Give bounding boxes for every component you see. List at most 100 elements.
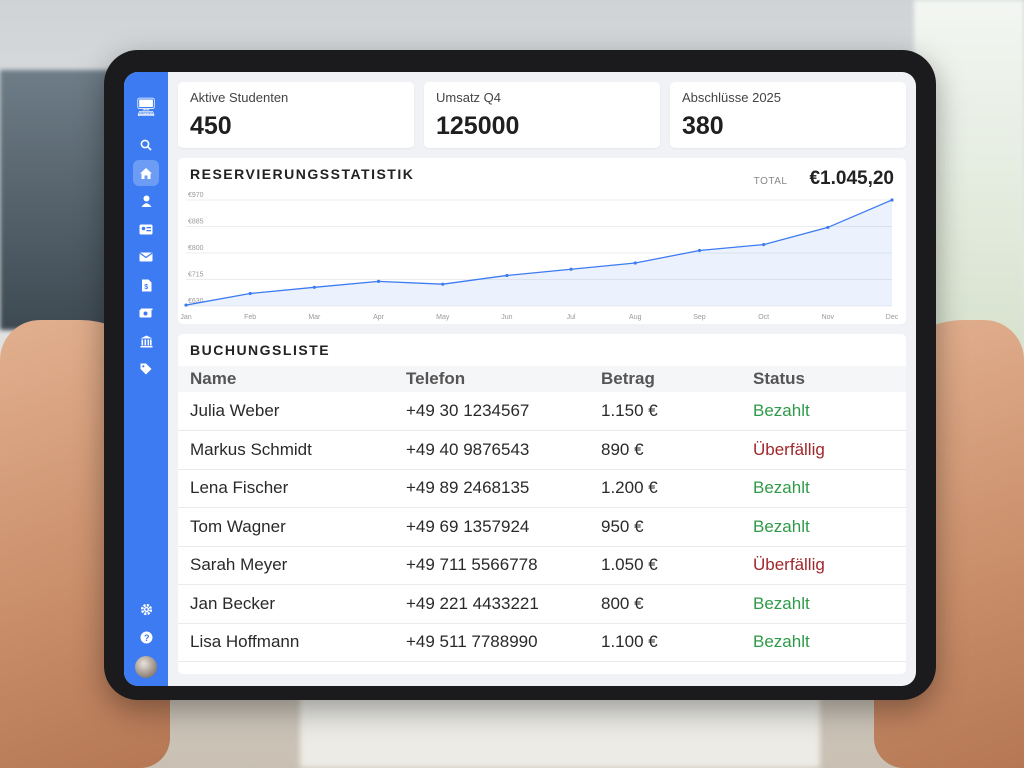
- data-point: [826, 225, 830, 230]
- header-amount[interactable]: Betrag: [589, 366, 741, 392]
- mail-icon[interactable]: [133, 244, 159, 270]
- cell-name: Julia Weber: [178, 392, 394, 431]
- table-row[interactable]: Jan Becker +49 221 4433221 800 € Bezahlt: [178, 584, 906, 624]
- cell-phone: +49 40 9876543: [394, 430, 589, 470]
- data-point: [633, 261, 637, 265]
- stat-card-students: Aktive Studenten 450: [178, 82, 414, 148]
- bank-icon[interactable]: [133, 328, 159, 354]
- stat-card-revenue: Umsatz Q4 125000: [424, 82, 660, 148]
- cell-name: Tom Wagner: [178, 507, 394, 547]
- x-tick-label: Mar: [308, 314, 321, 321]
- id-card-icon[interactable]: [133, 216, 159, 242]
- table-row[interactable]: Lena Fischer +49 89 2468135 1.200 € Bezahlt: [178, 469, 906, 508]
- header-status[interactable]: Status: [741, 366, 906, 392]
- home-icon[interactable]: [133, 160, 159, 186]
- avatar[interactable]: [135, 656, 157, 678]
- cell-amount: 950 €: [589, 507, 741, 547]
- booking-list-title: BUCHUNGSLISTE: [190, 342, 331, 358]
- stat-label: Abschlüsse 2025: [682, 90, 782, 105]
- cell-amount: 800 €: [589, 584, 741, 624]
- presentation-icon[interactable]: 🖥: [134, 96, 158, 117]
- x-tick-label: Jun: [501, 314, 512, 321]
- main-content: Aktive Studenten 450 Umsatz Q4 125000 Ab…: [168, 72, 916, 686]
- x-tick-label: Oct: [758, 314, 769, 321]
- cell-status: Überfällig: [741, 546, 906, 585]
- reservation-chart: €970 €885 €800 €715 €630 Jan Feb Mar Apr May Jun Ju…: [180, 192, 899, 321]
- booking-list-card: BUCHUNGSLISTE Name Telefon Betrag Status…: [178, 334, 906, 674]
- stat-label: Aktive Studenten: [190, 90, 289, 105]
- table-row[interactable]: Lisa Hoffmann +49 511 7788990 1.100 € Bezah…: [178, 623, 906, 662]
- data-point: [312, 285, 316, 289]
- cell-amount: 1.200 €: [589, 469, 741, 508]
- sidebar-bottom: ?: [133, 596, 159, 678]
- cell-phone: +49 30 1234567: [394, 392, 589, 431]
- total-value: €1.045,20: [809, 168, 894, 189]
- money-icon[interactable]: [133, 300, 159, 326]
- help-icon[interactable]: ?: [133, 624, 159, 650]
- header-phone[interactable]: Telefon: [394, 366, 589, 392]
- booking-table: Name Telefon Betrag Status Julia Weber +4…: [178, 366, 906, 662]
- data-point: [569, 267, 573, 271]
- x-tick-label: Nov: [822, 314, 835, 321]
- y-tick-label: €800: [188, 245, 204, 252]
- x-tick-label: Aug: [629, 314, 642, 321]
- user-icon[interactable]: [133, 188, 159, 214]
- cell-name: Lena Fischer: [178, 469, 394, 508]
- data-point: [184, 303, 188, 307]
- background-artwork: [0, 70, 115, 330]
- cell-status: Bezahlt: [741, 623, 906, 662]
- table-row[interactable]: Sarah Meyer +49 711 5566778 1.050 € Überfäl…: [178, 546, 906, 585]
- tablet-screen: 🖥 $: [124, 72, 916, 686]
- data-point: [441, 282, 445, 286]
- x-tick-label: Feb: [244, 314, 256, 321]
- tablet-device: 🖥 $: [104, 50, 936, 700]
- svg-text:$: $: [144, 284, 148, 291]
- stat-label: Umsatz Q4: [436, 90, 502, 105]
- table-row[interactable]: Tom Wagner +49 69 1357924 950 € Bezahlt: [178, 507, 906, 547]
- stat-value: 380: [682, 112, 724, 140]
- invoice-icon[interactable]: $: [133, 272, 159, 298]
- cell-status: Bezahlt: [741, 392, 906, 431]
- chart-title: RESERVIERUNGSSTATISTIK: [190, 166, 415, 182]
- cell-status: Bezahlt: [741, 584, 906, 624]
- cell-amount: 1.100 €: [589, 623, 741, 662]
- header-name[interactable]: Name: [178, 366, 394, 392]
- search-icon[interactable]: [133, 132, 159, 158]
- data-point: [762, 242, 766, 247]
- stat-value: 125000: [436, 112, 520, 140]
- table-row[interactable]: Markus Schmidt +49 40 9876543 890 € Überfäl…: [178, 430, 906, 470]
- y-tick-label: €715: [188, 272, 204, 279]
- x-tick-label: Dec: [886, 314, 899, 321]
- x-tick-label: Sep: [693, 314, 706, 321]
- tag-icon[interactable]: [133, 356, 159, 382]
- settings-icon[interactable]: [133, 596, 159, 622]
- cell-phone: +49 221 4433221: [394, 584, 589, 624]
- svg-text:?: ?: [144, 633, 150, 643]
- total-label: TOTAL: [753, 176, 788, 187]
- data-point: [890, 198, 894, 202]
- cell-phone: +49 511 7788990: [394, 623, 589, 662]
- cell-status: Bezahlt: [741, 507, 906, 547]
- total-summary: TOTAL €1.045,20: [754, 168, 894, 190]
- cell-phone: +49 69 1357924: [394, 507, 589, 547]
- background-table: [300, 688, 820, 768]
- cell-amount: 890 €: [589, 430, 741, 470]
- cell-status: Überfällig: [741, 430, 906, 470]
- cell-phone: +49 711 5566778: [394, 546, 589, 585]
- x-tick-label: Apr: [373, 314, 385, 321]
- cell-amount: 1.150 €: [589, 392, 741, 431]
- cell-name: Markus Schmidt: [178, 430, 394, 470]
- reservation-stats-card: RESERVIERUNGSSTATISTIK TOTAL €1.045,20 €…: [178, 158, 906, 324]
- stat-value: 450: [190, 112, 232, 140]
- y-tick-label: €630: [188, 298, 204, 305]
- stat-card-graduations: Abschlüsse 2025 380: [670, 82, 906, 148]
- stats-row: Aktive Studenten 450 Umsatz Q4 125000 Ab…: [178, 82, 906, 148]
- cell-status: Bezahlt: [741, 469, 906, 508]
- cell-amount: 1.050 €: [589, 546, 741, 585]
- table-row[interactable]: Julia Weber +49 30 1234567 1.150 € Bezahlt: [178, 392, 906, 431]
- cell-name: Jan Becker: [178, 584, 394, 624]
- y-tick-label: €885: [188, 219, 204, 226]
- x-tick-label: Jan: [180, 314, 191, 321]
- booking-rows: Julia Weber +49 30 1234567 1.150 € Bezahlt M…: [178, 392, 906, 662]
- sidebar: 🖥 $: [124, 72, 168, 686]
